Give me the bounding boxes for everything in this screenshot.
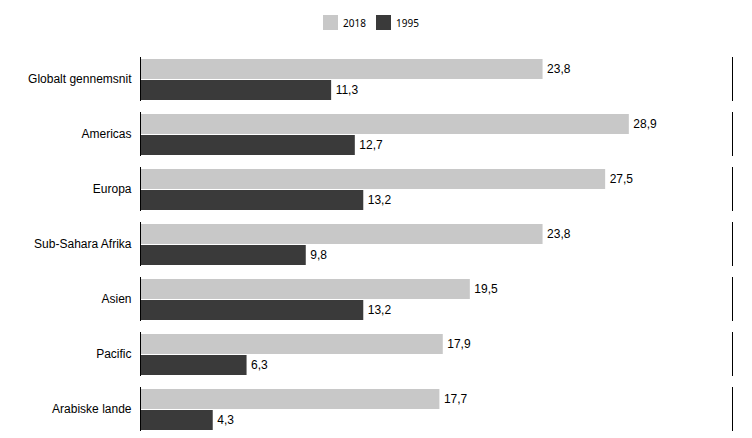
html-text:1995: 1995	[396, 15, 419, 30]
svg-text:13,2: 13,2	[368, 193, 392, 207]
svg-text:4,3: 4,3	[217, 413, 234, 427]
svg-text:Pacific: Pacific	[96, 347, 131, 361]
svg-text:13,2: 13,2	[368, 303, 392, 317]
svg-text:17,7: 17,7	[444, 392, 468, 406]
svg-text:11,3: 11,3	[336, 83, 359, 97]
svg-text:23,8: 23,8	[547, 227, 571, 241]
svg-text:Sub-Sahara Afrika: Sub-Sahara Afrika	[34, 237, 132, 251]
svg-text:23,8: 23,8	[547, 62, 571, 76]
svg-text:9,8: 9,8	[310, 248, 327, 262]
svg-text:Globalt gennemsnit: Globalt gennemsnit	[28, 72, 132, 86]
svg-text:Arabiske lande: Arabiske lande	[52, 402, 132, 416]
svg-text:28,9: 28,9	[633, 117, 657, 131]
svg-text:19,5: 19,5	[474, 282, 498, 296]
svg-text:Asien: Asien	[101, 292, 131, 306]
svg-text:17,9: 17,9	[447, 337, 471, 351]
svg-text:12,7: 12,7	[359, 138, 383, 152]
html-text:2018: 2018	[343, 15, 366, 30]
svg-text:6,3: 6,3	[251, 358, 268, 372]
svg-text:Americas: Americas	[81, 127, 131, 141]
svg-text:Europa: Europa	[93, 182, 132, 196]
svg-text:27,5: 27,5	[610, 172, 634, 186]
